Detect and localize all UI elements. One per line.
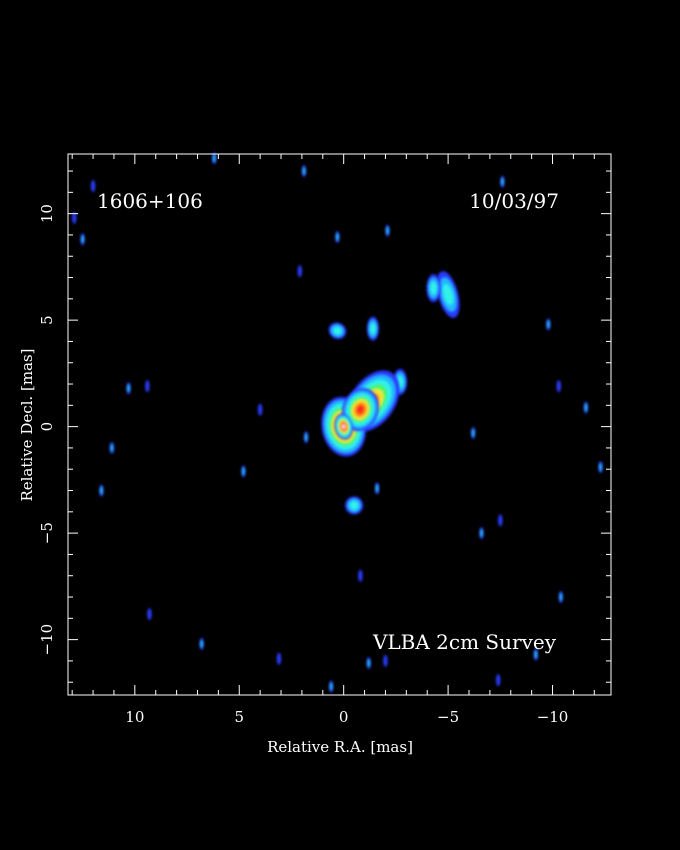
x-tick-label: −10 bbox=[537, 708, 569, 726]
y-tick-labels: 10 5 0 −5 −10 bbox=[38, 204, 56, 655]
component-knot-south bbox=[345, 496, 364, 515]
noise-patch bbox=[90, 179, 96, 192]
noise-patch bbox=[383, 654, 388, 667]
y-tick-label: −5 bbox=[38, 522, 56, 544]
component-knot-north bbox=[436, 271, 460, 318]
noise-patch bbox=[500, 175, 505, 188]
component-core-extension bbox=[341, 388, 379, 432]
x-tick-labels: 10 5 0 −5 −10 bbox=[125, 708, 568, 726]
component-knot-nw bbox=[328, 322, 347, 340]
noise-patch bbox=[109, 441, 115, 454]
y-axis-label: Relative Decl. [mas] bbox=[18, 348, 36, 501]
y-tick-label: −10 bbox=[38, 624, 56, 656]
noise-patch bbox=[145, 380, 150, 393]
noise-patch bbox=[147, 608, 152, 621]
plot-frame bbox=[67, 153, 612, 696]
noise-patch bbox=[558, 591, 564, 604]
noise-patch bbox=[199, 637, 204, 650]
noise-patch bbox=[126, 382, 131, 395]
noise-patch bbox=[358, 569, 363, 582]
x-axis-label: Relative R.A. [mas] bbox=[267, 738, 413, 756]
noise-patch bbox=[498, 514, 503, 527]
noise-patch bbox=[366, 657, 371, 670]
x-tick-label: 5 bbox=[234, 708, 244, 726]
noise-patch bbox=[546, 318, 551, 331]
observation-date-label: 10/03/97 bbox=[469, 189, 559, 213]
noise-patch bbox=[241, 465, 246, 478]
noise-patch bbox=[583, 401, 589, 414]
noise-patch bbox=[374, 482, 380, 495]
noise-patch bbox=[72, 211, 77, 224]
noise-patch bbox=[556, 380, 561, 393]
noise-patch bbox=[297, 265, 303, 278]
noise-patch bbox=[328, 680, 334, 693]
radio-emission-map bbox=[72, 152, 603, 693]
noise-patch bbox=[335, 231, 340, 244]
noise-patch bbox=[303, 431, 309, 444]
noise-patch bbox=[385, 224, 390, 237]
noise-patch bbox=[99, 484, 104, 497]
component-knot-north-lobe bbox=[426, 274, 441, 303]
noise-patch bbox=[301, 165, 307, 178]
axis-ticks bbox=[68, 154, 611, 695]
noise-patch bbox=[496, 674, 501, 687]
component-knot-n2 bbox=[366, 316, 379, 341]
source-name-label: 1606+106 bbox=[97, 189, 203, 213]
noise-patch bbox=[470, 427, 476, 440]
y-tick-label: 5 bbox=[38, 315, 56, 325]
x-tick-label: −5 bbox=[437, 708, 459, 726]
noise-patch bbox=[211, 152, 217, 165]
x-tick-label: 10 bbox=[125, 708, 144, 726]
x-tick-label: 0 bbox=[339, 708, 349, 726]
component-core-peak bbox=[334, 413, 353, 440]
noise-patch bbox=[257, 403, 263, 416]
noise-patch bbox=[80, 233, 85, 246]
noise-patch bbox=[479, 527, 484, 540]
noise-patch bbox=[598, 461, 603, 474]
noise-patch bbox=[533, 648, 539, 661]
y-tick-label: 10 bbox=[38, 204, 56, 223]
noise-patch bbox=[276, 652, 282, 665]
y-tick-label: 0 bbox=[38, 422, 56, 432]
survey-label: VLBA 2cm Survey bbox=[372, 630, 557, 654]
